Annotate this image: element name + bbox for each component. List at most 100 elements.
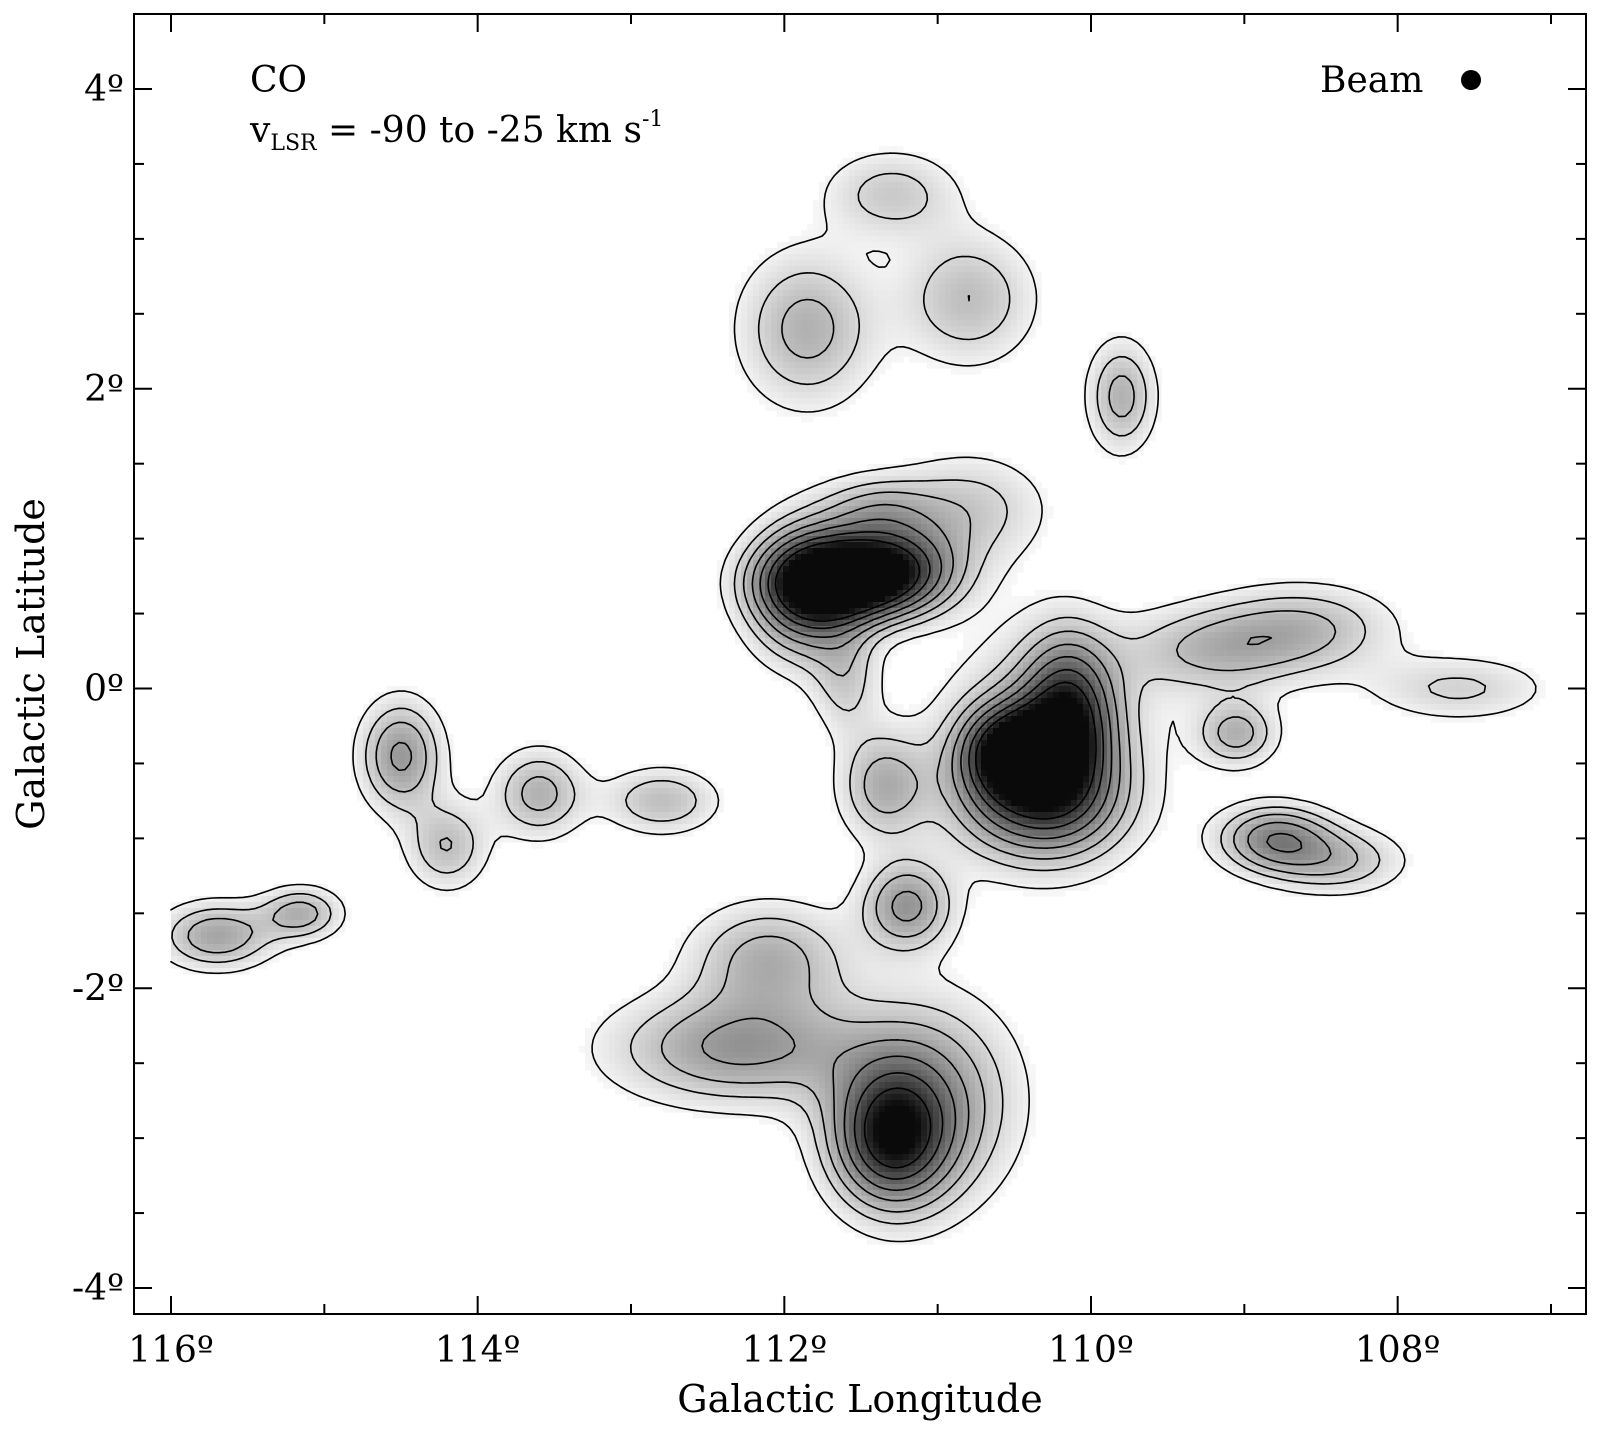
intensity-cell bbox=[903, 583, 910, 591]
intensity-cell bbox=[1113, 667, 1120, 675]
intensity-cell bbox=[951, 691, 958, 699]
intensity-cell bbox=[933, 319, 940, 327]
intensity-cell bbox=[795, 289, 802, 297]
intensity-cell bbox=[1425, 661, 1432, 669]
intensity-cell bbox=[1227, 673, 1234, 681]
intensity-cell bbox=[879, 253, 886, 261]
intensity-cell bbox=[789, 583, 796, 591]
intensity-cell bbox=[819, 511, 826, 519]
intensity-cell bbox=[1017, 481, 1024, 489]
intensity-cell bbox=[1227, 685, 1234, 693]
intensity-cell bbox=[1281, 583, 1288, 591]
intensity-cell bbox=[891, 199, 898, 207]
intensity-cell bbox=[981, 523, 988, 531]
intensity-cell bbox=[1233, 685, 1240, 693]
intensity-cell bbox=[1011, 673, 1018, 681]
intensity-cell bbox=[771, 373, 778, 381]
intensity-cell bbox=[1329, 631, 1336, 639]
intensity-cell bbox=[1209, 655, 1216, 663]
intensity-cell bbox=[1425, 679, 1432, 687]
intensity-cell bbox=[927, 559, 934, 567]
intensity-cell bbox=[1311, 631, 1318, 639]
intensity-cell bbox=[825, 349, 832, 357]
intensity-cell bbox=[849, 565, 856, 573]
intensity-cell bbox=[765, 307, 772, 315]
intensity-cell bbox=[1515, 697, 1522, 705]
intensity-cell bbox=[1257, 655, 1264, 663]
intensity-cell bbox=[903, 235, 910, 243]
intensity-cell bbox=[807, 325, 814, 333]
intensity-cell bbox=[915, 517, 922, 525]
intensity-cell bbox=[957, 301, 964, 309]
intensity-cell bbox=[789, 337, 796, 345]
intensity-cell bbox=[1365, 691, 1372, 699]
intensity-cell bbox=[1407, 697, 1414, 705]
intensity-cell bbox=[891, 619, 898, 627]
intensity-cell bbox=[741, 607, 748, 615]
intensity-cell bbox=[927, 553, 934, 561]
intensity-cell bbox=[909, 637, 916, 645]
intensity-cell bbox=[1011, 565, 1018, 573]
intensity-cell bbox=[1209, 673, 1216, 681]
intensity-cell bbox=[777, 523, 784, 531]
intensity-cell bbox=[1137, 343, 1144, 351]
intensity-cell bbox=[849, 559, 856, 567]
intensity-cell bbox=[819, 379, 826, 387]
intensity-cell bbox=[1119, 379, 1126, 387]
intensity-cell bbox=[1149, 703, 1156, 711]
intensity-cell bbox=[969, 367, 976, 375]
intensity-cell bbox=[1125, 685, 1132, 693]
intensity-cell bbox=[837, 271, 844, 279]
intensity-cell bbox=[1413, 667, 1420, 675]
intensity-cell bbox=[1227, 697, 1234, 705]
intensity-cell bbox=[849, 163, 856, 171]
intensity-cell bbox=[783, 373, 790, 381]
intensity-cell bbox=[807, 523, 814, 531]
intensity-cell bbox=[945, 583, 952, 591]
intensity-cell bbox=[837, 199, 844, 207]
intensity-cell bbox=[951, 631, 958, 639]
intensity-cell bbox=[777, 241, 784, 249]
intensity-cell bbox=[825, 217, 832, 225]
intensity-cell bbox=[909, 163, 916, 171]
intensity-cell bbox=[873, 577, 880, 585]
intensity-cell bbox=[1389, 655, 1396, 663]
intensity-cell bbox=[939, 463, 946, 471]
intensity-cell bbox=[1209, 631, 1216, 639]
intensity-cell bbox=[993, 571, 1000, 579]
intensity-cell bbox=[777, 625, 784, 633]
intensity-cell bbox=[789, 505, 796, 513]
intensity-cell bbox=[975, 577, 982, 585]
intensity-cell bbox=[1365, 643, 1372, 651]
intensity-cell bbox=[987, 511, 994, 519]
intensity-cell bbox=[813, 697, 820, 705]
intensity-cell bbox=[963, 343, 970, 351]
intensity-cell bbox=[1329, 673, 1336, 681]
intensity-cell bbox=[873, 349, 880, 357]
intensity-cell bbox=[831, 661, 838, 669]
intensity-cell bbox=[1017, 517, 1024, 525]
intensity-cell bbox=[1479, 673, 1486, 681]
intensity-cell bbox=[363, 703, 370, 711]
intensity-cell bbox=[771, 265, 778, 273]
intensity-cell bbox=[867, 589, 874, 597]
intensity-cell bbox=[927, 691, 934, 699]
intensity-cell bbox=[1275, 625, 1282, 633]
intensity-cell bbox=[729, 337, 736, 345]
intensity-cell bbox=[1143, 625, 1150, 633]
intensity-cell bbox=[825, 685, 832, 693]
intensity-cell bbox=[891, 571, 898, 579]
intensity-cell bbox=[843, 271, 850, 279]
intensity-cell bbox=[813, 205, 820, 213]
intensity-cell bbox=[1473, 679, 1480, 687]
intensity-cell bbox=[765, 589, 772, 597]
intensity-cell bbox=[807, 499, 814, 507]
intensity-cell bbox=[843, 289, 850, 297]
intensity-cell bbox=[945, 193, 952, 201]
intensity-cell bbox=[1305, 607, 1312, 615]
intensity-cell bbox=[1179, 607, 1186, 615]
intensity-cell bbox=[1419, 697, 1426, 705]
intensity-cell bbox=[927, 355, 934, 363]
intensity-cell bbox=[1113, 421, 1120, 429]
intensity-cell bbox=[1071, 631, 1078, 639]
